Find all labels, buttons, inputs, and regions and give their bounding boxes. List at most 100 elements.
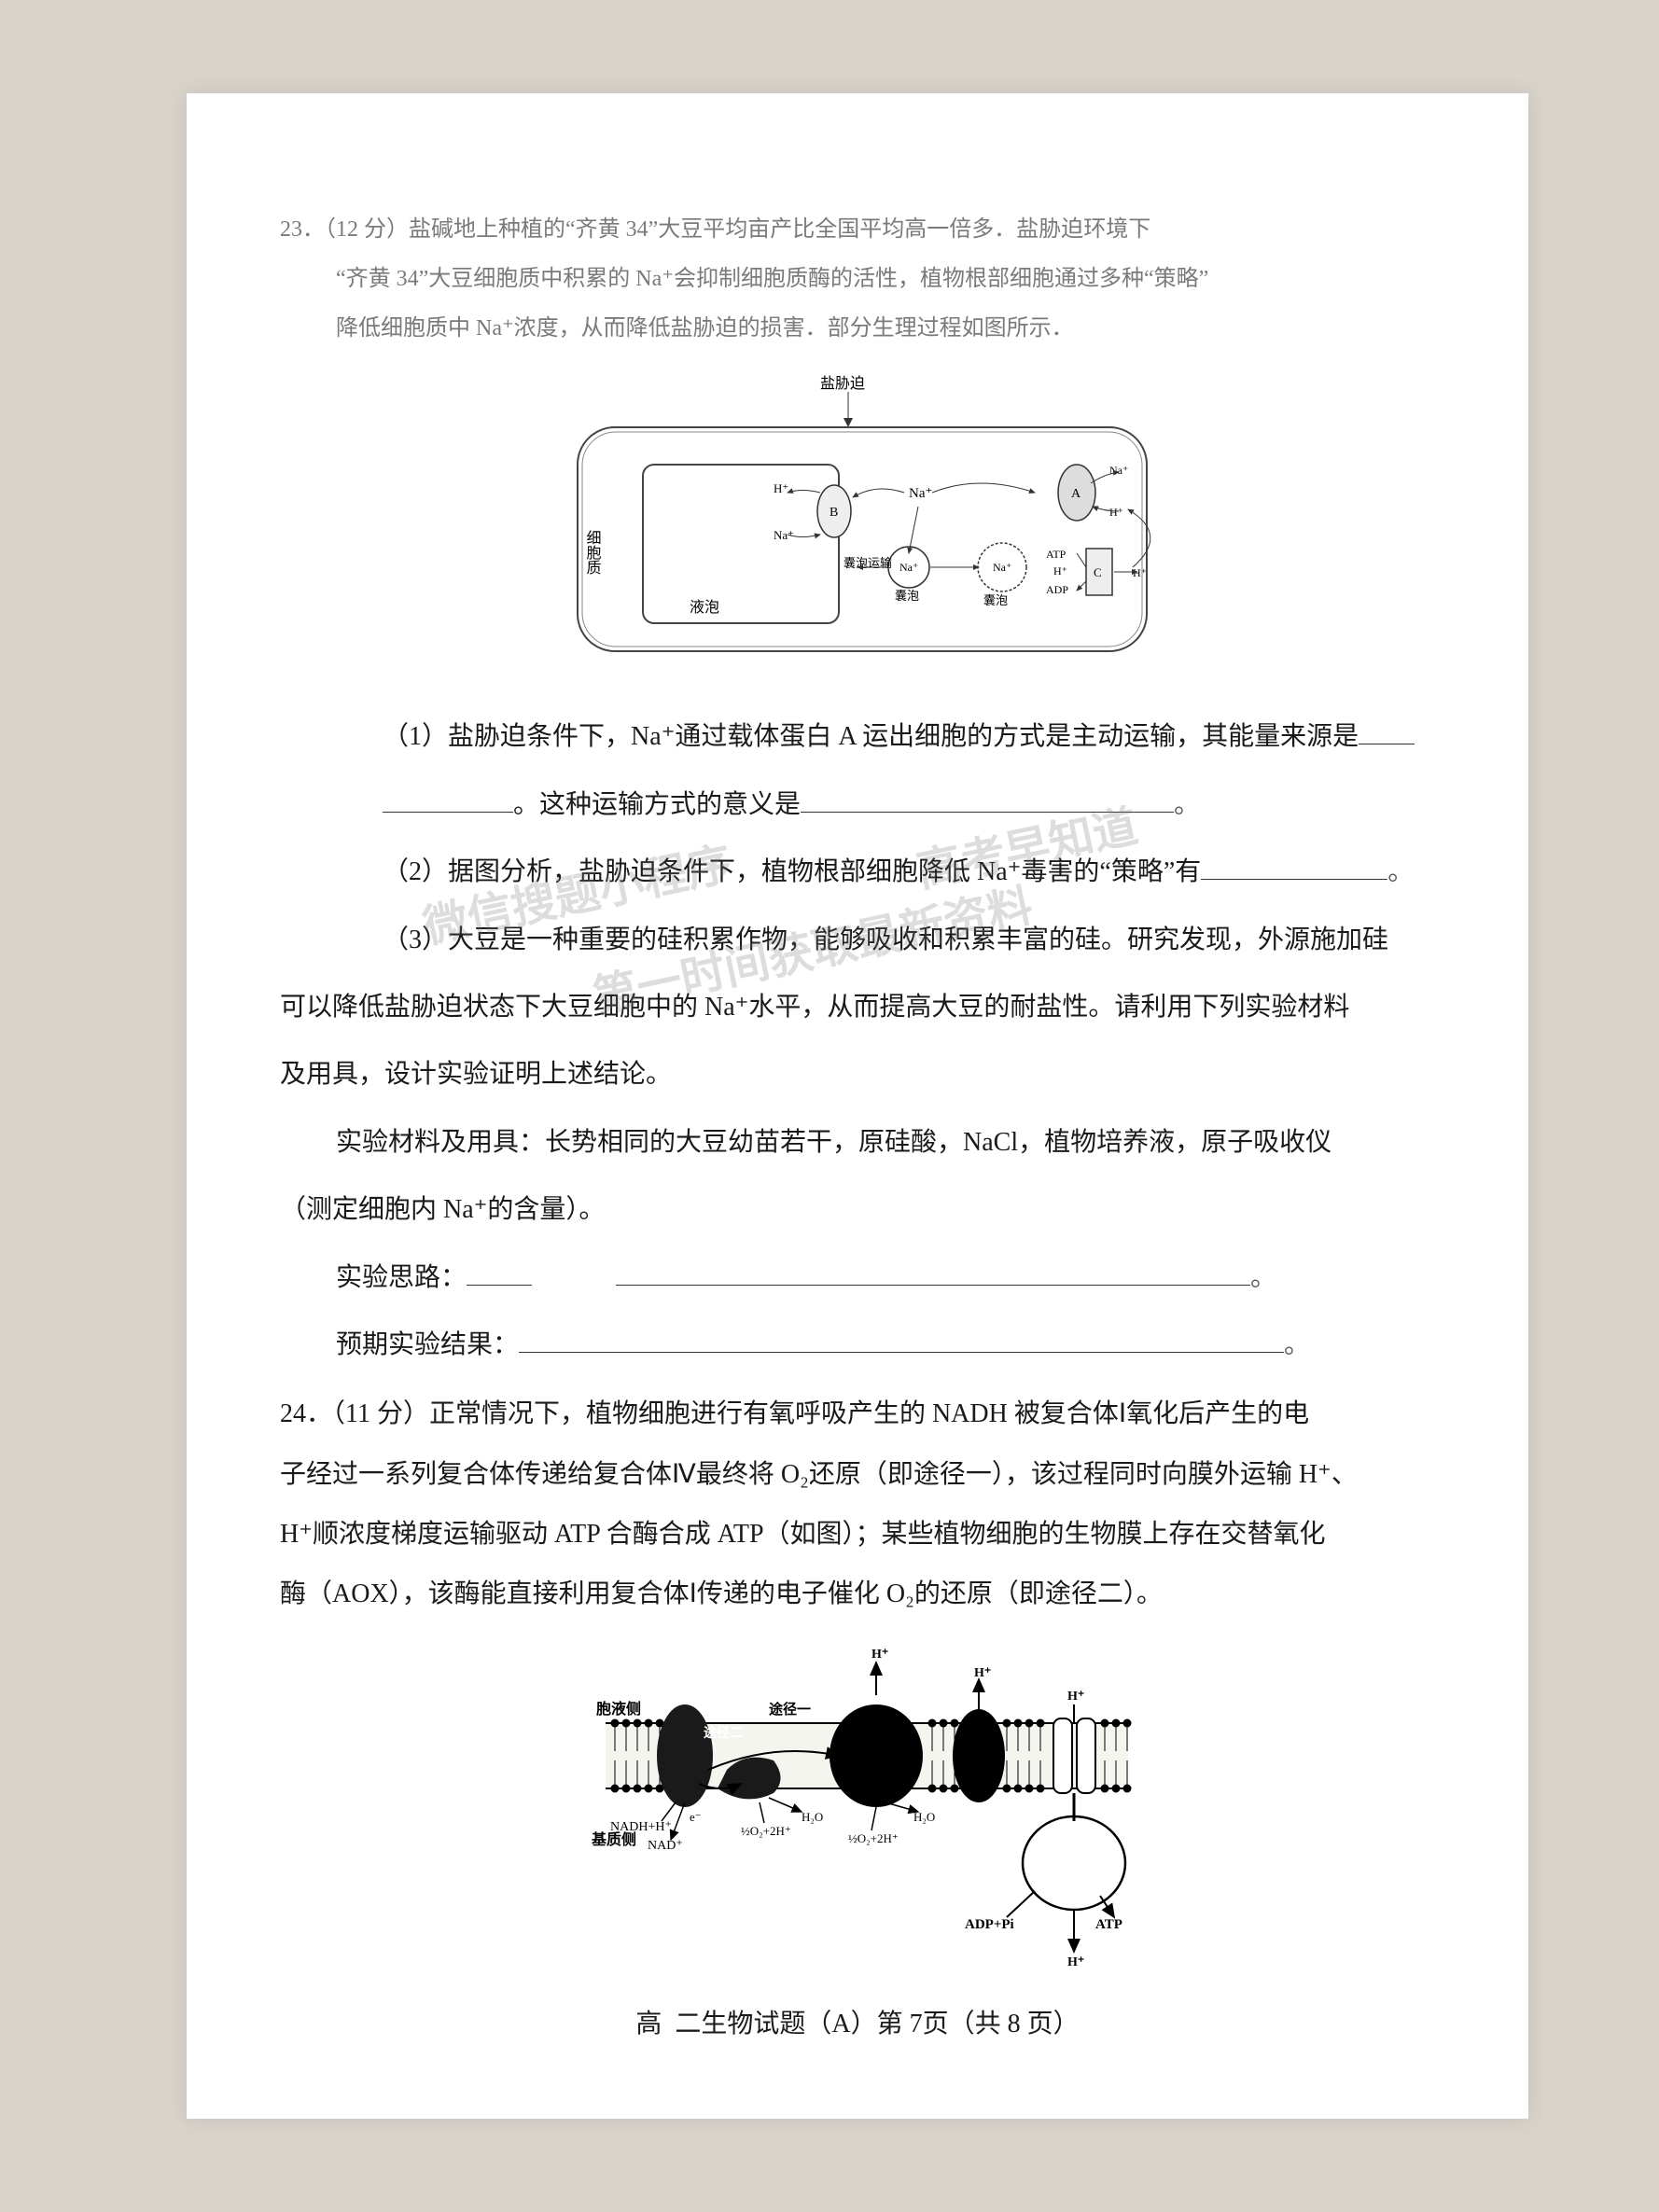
q23-exp-result: 预期实验结果： 。	[280, 1315, 1435, 1375]
vacuole	[643, 465, 839, 623]
label-vacuole: 液泡	[690, 599, 719, 616]
adp-label: ADP	[1046, 583, 1068, 596]
atp-label: ATP	[1046, 548, 1066, 561]
q24: 24．（11 分）正常情况下，植物细胞进行有氧呼吸产生的 NADH 被复合体Ⅰ氧…	[280, 1384, 1435, 1625]
blank-2	[1201, 854, 1387, 880]
atp-stalk-r	[1077, 1718, 1095, 1793]
arrow-o2-1in	[760, 1802, 764, 1823]
complex-1	[657, 1704, 713, 1807]
label-a: A	[1071, 487, 1081, 501]
q23-header-line1: 23．（12 分）盐碱地上种植的“齐黄 34”大豆平均亩产比全国平均高一倍多．盐…	[280, 217, 1150, 242]
q23-p2-text: （2）据图分析，盐胁迫条件下，植物根部细胞降低 Na⁺毒害的“策略”有	[383, 857, 1201, 886]
blank-result	[519, 1327, 1284, 1353]
label-cyto-side: 胞液侧	[595, 1700, 641, 1718]
q24-l4: 酶（AOX），该酶能直接利用复合体Ⅰ传递的电子催化 O₂的还原（即途径二）。	[280, 1565, 1435, 1624]
vesicle-na: Na⁺	[899, 561, 918, 574]
h-top-2: H⁺	[974, 1666, 991, 1680]
exam-page: 23．（12 分）盐碱地上种植的“齐黄 34”大豆平均亩产比全国平均高一倍多．盐…	[187, 93, 1528, 2119]
blank-idea-a	[467, 1259, 532, 1286]
blank-idea-b	[616, 1259, 1250, 1286]
q23-header-line2: “齐黄 34”大豆细胞质中积累的 Na⁺会抑制细胞质酶的活性，植物根部细胞通过多…	[280, 255, 1435, 304]
line-adp	[1077, 581, 1086, 591]
q23-p3c-text: 及用具，设计实验证明上述结论。	[280, 1060, 672, 1089]
q23-header-line3: 降低细胞质中 Na⁺浓度，从而降低盐胁迫的损害．部分生理过程如图所示．	[280, 304, 1435, 354]
label-h-top-atp: H⁺	[1067, 1690, 1084, 1704]
h-top-1: H⁺	[871, 1648, 888, 1662]
q24-diagram: H⁺ H⁺ 胞液侧 基质侧	[559, 1639, 1156, 1975]
label-h-bottom: H⁺	[1067, 1955, 1084, 1969]
q24-l1: 24．（11 分）正常情况下，植物细胞进行有氧呼吸产生的 NADH 被复合体Ⅰ氧…	[280, 1384, 1435, 1444]
period-2: 。	[1387, 857, 1414, 886]
q23-p2: （2）据图分析，盐胁迫条件下，植物根部细胞降低 Na⁺毒害的“策略”有 。	[280, 842, 1435, 902]
q23-p3c: 及用具，设计实验证明上述结论。	[280, 1045, 1435, 1105]
line-atp	[1077, 553, 1086, 567]
q24-l2: 子经过一系列复合体传递给复合体Ⅳ最终将 O₂还原（即途径一），该过程同时向膜外运…	[280, 1445, 1435, 1505]
blank-1a	[1359, 718, 1415, 744]
label-h2o-1: H₂O	[802, 1810, 823, 1824]
q23-exp-result-label: 预期实验结果：	[336, 1330, 519, 1359]
label-salt-stress: 盐胁迫	[820, 375, 865, 392]
arrow-adp-in	[1007, 1891, 1035, 1917]
q23-p1: （1）盐胁迫条件下，Na⁺通过载体蛋白 A 运出细胞的方式是主动运输，其能量来源…	[280, 707, 1435, 767]
arrow-down-head	[843, 418, 853, 427]
q23-exp-idea: 实验思路： 。	[280, 1248, 1435, 1308]
cell-membrane	[578, 427, 1147, 651]
label-cytoplasm: 细胞质	[584, 530, 602, 575]
h-c-label: H⁺	[1053, 564, 1067, 577]
label-vesicle-large: 囊泡	[983, 593, 1008, 607]
period-1: 。	[1174, 790, 1200, 819]
label-adp-pi: ADP+Pi	[965, 1917, 1014, 1932]
vesicle-large-na: Na⁺	[993, 561, 1011, 574]
label-b: B	[830, 506, 838, 520]
q23-diagram: 盐胁迫 细胞质 液泡 B H⁺ Na⁺ Na⁺	[522, 371, 1193, 679]
label-e: e⁻	[690, 1810, 702, 1824]
q24-l3: H⁺顺浓度梯度运输驱动 ATP 合酶合成 ATP（如图）；某些植物细胞的生物膜上…	[280, 1505, 1435, 1565]
label-o2-2: ½O₂+2H⁺	[848, 1831, 899, 1845]
membrane-diagram-svg: H⁺ H⁺ 胞液侧 基质侧	[559, 1639, 1156, 1975]
arrow-center-b	[853, 489, 904, 497]
q23-header: 23．（12 分）盐碱地上种植的“齐黄 34”大豆平均亩产比全国平均高一倍多．盐…	[280, 205, 1435, 353]
footer-a: 高	[635, 2010, 662, 2038]
period-4: 。	[1284, 1330, 1310, 1359]
label-c: C	[1094, 565, 1102, 579]
q23-p1-text: （1）盐胁迫条件下，Na⁺通过载体蛋白 A 运出细胞的方式是主动运输，其能量来源…	[383, 722, 1359, 751]
label-path1: 途径一	[769, 1701, 811, 1718]
h-in-a: H⁺	[1109, 506, 1123, 519]
complex-4	[830, 1704, 923, 1807]
arrow-h2o-2	[885, 1802, 918, 1812]
na-center: Na⁺	[909, 486, 932, 501]
q23-materials-text-b: （测定细胞内 Na⁺的含量）。	[280, 1195, 605, 1224]
q23-materials-b: （测定细胞内 Na⁺的含量）。	[280, 1180, 1435, 1240]
label-nad: NAD⁺	[648, 1839, 683, 1853]
na-out-a: Na⁺	[1109, 464, 1128, 477]
arrow-h2o-1	[769, 1798, 802, 1812]
q23-p3a: （3）大豆是一种重要的硅积累作物，能够吸收和积累丰富的硅。研究发现，外源施加硅	[280, 911, 1435, 970]
label-atp: ATP	[1095, 1917, 1122, 1932]
label-nadh: NADH+H⁺	[610, 1820, 672, 1834]
q23-p3b: 可以降低盐胁迫状态下大豆细胞中的 Na⁺水平，从而提高大豆的耐盐性。请利用下列实…	[280, 978, 1435, 1037]
h-label-1: H⁺	[774, 481, 788, 495]
arrow-o2-2in	[871, 1807, 876, 1830]
q23-p3a-text: （3）大豆是一种重要的硅积累作物，能够吸收和积累丰富的硅。研究发现，外源施加硅	[383, 925, 1388, 954]
arrow-h-b	[788, 491, 820, 494]
q23-materials-text-a: 实验材料及用具：长势相同的大豆幼苗若干，原硅酸，NaCl，植物培养液，原子吸收仪	[336, 1128, 1331, 1157]
footer-b: 二生物试题（A）第 7页（共 8 页）	[675, 2010, 1079, 2038]
label-vesicle-small: 囊泡	[895, 589, 919, 603]
arrow-center-a	[932, 483, 1035, 493]
arrow-nad-out	[671, 1802, 685, 1840]
period-3: 。	[1250, 1263, 1276, 1292]
label-o2-1: ½O₂+2H⁺	[741, 1824, 791, 1838]
q23-p1b: 。这种运输方式的意义是 。	[280, 775, 1435, 835]
arrow-nadh-in	[662, 1802, 676, 1821]
q23-exp-idea-label: 实验思路：	[336, 1263, 467, 1292]
q23-p3b-text: 可以降低盐胁迫状态下大豆细胞中的 Na⁺水平，从而提高大豆的耐盐性。请利用下列实…	[280, 993, 1349, 1022]
blank-1b	[383, 786, 513, 813]
h-out-c: H⁺	[1133, 566, 1147, 579]
blank-1c	[801, 786, 1174, 813]
complex-extra	[953, 1709, 1005, 1802]
q23-p1-text2: 。这种运输方式的意义是	[513, 790, 801, 819]
cell-diagram-svg: 盐胁迫 细胞质 液泡 B H⁺ Na⁺ Na⁺	[522, 371, 1193, 679]
atp-head	[1023, 1816, 1125, 1910]
na-label-1: Na⁺	[774, 528, 794, 542]
q23-materials-a: 实验材料及用具：长势相同的大豆幼苗若干，原硅酸，NaCl，植物培养液，原子吸收仪	[280, 1113, 1435, 1173]
